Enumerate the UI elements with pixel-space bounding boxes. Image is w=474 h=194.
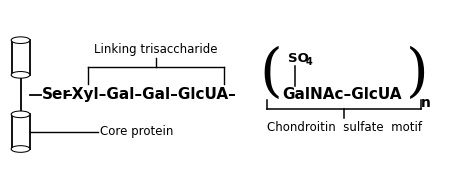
Ellipse shape <box>11 72 29 78</box>
Text: GalNAc–GlcUA: GalNAc–GlcUA <box>282 87 401 102</box>
Text: SO: SO <box>288 52 309 65</box>
Ellipse shape <box>12 37 29 43</box>
Text: 4: 4 <box>306 57 313 67</box>
Polygon shape <box>11 114 29 149</box>
Polygon shape <box>11 40 29 75</box>
Ellipse shape <box>12 146 29 152</box>
Text: –Xyl–Gal–Gal–GlcUA–: –Xyl–Gal–Gal–GlcUA– <box>64 87 237 102</box>
Ellipse shape <box>12 112 29 117</box>
Ellipse shape <box>11 37 29 43</box>
Text: Chondroitin  sulfate  motif: Chondroitin sulfate motif <box>267 121 422 134</box>
Text: ): ) <box>406 46 429 102</box>
Ellipse shape <box>11 146 29 152</box>
Text: Linking trisaccharide: Linking trisaccharide <box>94 43 218 56</box>
Ellipse shape <box>11 111 29 117</box>
Text: n: n <box>421 96 431 110</box>
Ellipse shape <box>12 72 29 78</box>
Text: Core protein: Core protein <box>100 125 173 138</box>
Text: (: ( <box>260 46 283 102</box>
Text: Ser: Ser <box>42 87 71 102</box>
